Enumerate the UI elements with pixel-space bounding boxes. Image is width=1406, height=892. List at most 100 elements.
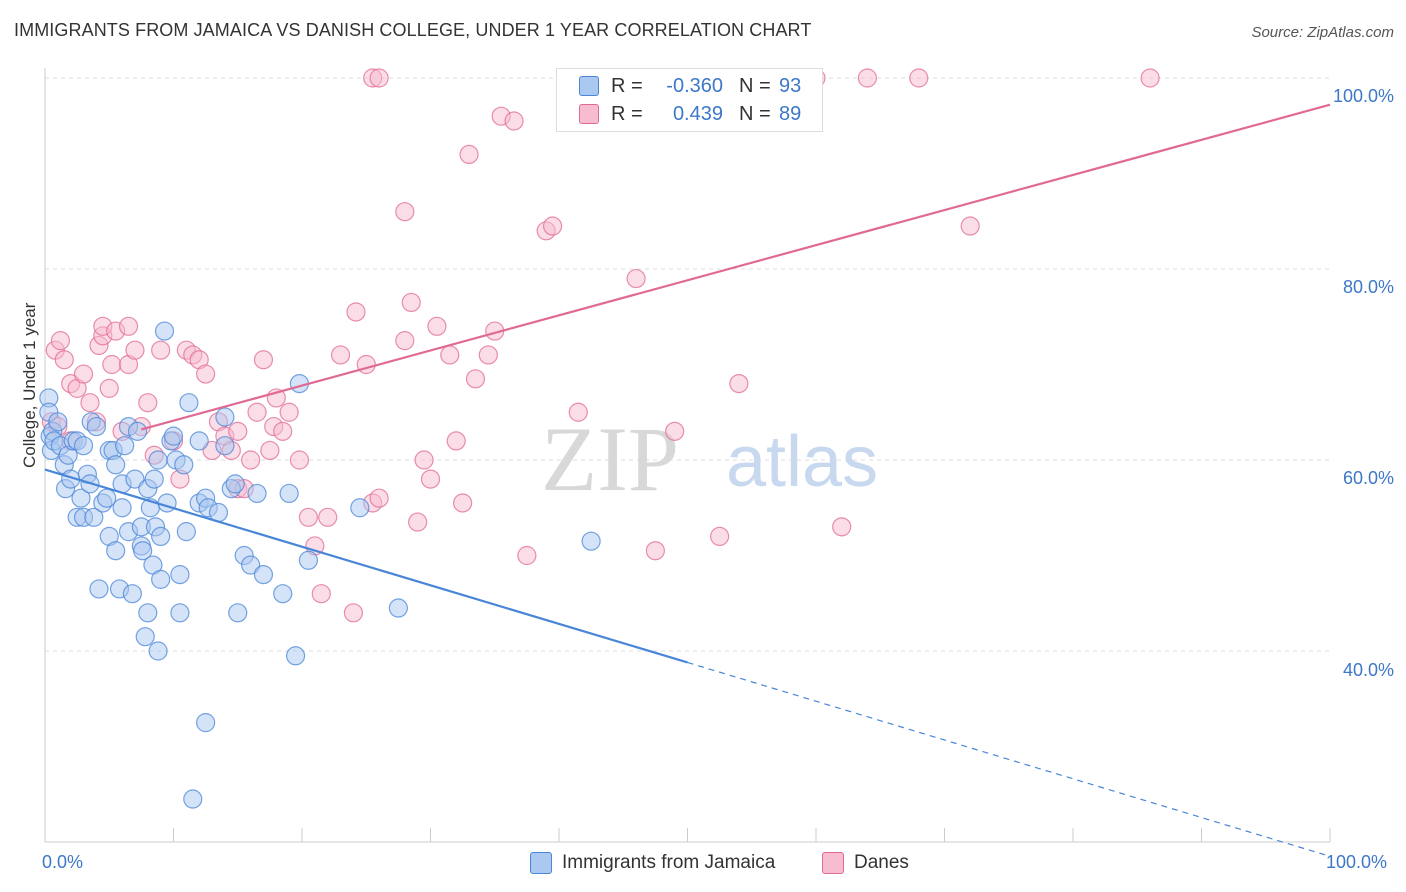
danes-point (1140, 68, 1160, 88)
danes-point (118, 316, 139, 336)
jamaica-point (154, 321, 175, 341)
danes-point (228, 421, 248, 441)
danes-point (459, 144, 479, 164)
danes-point (568, 402, 588, 422)
danes-point (665, 421, 685, 441)
danes-point (453, 493, 473, 513)
jamaica-point (581, 531, 601, 551)
danes-point (138, 393, 158, 413)
x-tick-100: 100.0% (1326, 852, 1388, 872)
legend-swatch-blue (579, 76, 599, 96)
legend-n-label: N = (739, 102, 771, 125)
danes-point (427, 316, 447, 336)
jamaica-point (135, 627, 155, 647)
jamaica-point (279, 483, 299, 504)
danes-point (279, 402, 299, 422)
danes-point (414, 450, 434, 470)
source-label: Source: ZipAtlas.com (1251, 24, 1394, 41)
danes-point (50, 331, 71, 351)
danes-point (151, 340, 171, 360)
legend-n-value: 93 (779, 74, 802, 97)
jamaica-point (157, 493, 177, 513)
legend-swatch-blue (530, 852, 552, 874)
danes-point (330, 345, 351, 365)
jamaica-point (71, 488, 91, 508)
danes-point (395, 331, 415, 351)
danes-point (645, 541, 665, 561)
legend-n-value: 89 (779, 102, 802, 125)
danes-point (626, 268, 646, 289)
jamaica-point (183, 789, 203, 809)
danes-point (542, 216, 563, 236)
jamaica-point (176, 522, 196, 542)
danes-point (408, 512, 428, 532)
danes-point (102, 354, 122, 375)
danes-point (517, 545, 537, 566)
watermark-zip: ZIP (541, 408, 679, 510)
jamaica-trend-line (44, 468, 688, 664)
danes-point (420, 469, 441, 489)
jamaica-point (225, 474, 245, 494)
jamaica-point (148, 641, 168, 661)
jamaica-point (151, 526, 171, 547)
jamaica-point (228, 603, 248, 623)
watermark-atlas: atlas (726, 422, 878, 502)
gridlines (45, 77, 1330, 652)
danes-trend-line (141, 103, 1331, 431)
danes-point (311, 584, 331, 604)
jamaica-point (163, 426, 184, 446)
danes-point (369, 68, 389, 88)
legend-r-label: R = (611, 102, 643, 125)
y-axis-label: College, Under 1 year (20, 302, 39, 468)
jamaica-point (215, 407, 235, 427)
danes-point (504, 111, 524, 131)
jamaica-trend-extension (687, 661, 1331, 857)
legend-n-label: N = (739, 74, 771, 97)
danes-point (729, 374, 749, 394)
y-tick-80: 80.0% (1342, 277, 1394, 297)
jamaica-point (138, 603, 158, 623)
danes-point (247, 402, 267, 422)
danes-point (253, 350, 274, 370)
jamaica-point (247, 483, 267, 504)
jamaica-point (122, 584, 142, 604)
jamaica-point (48, 412, 68, 432)
danes-point (909, 68, 929, 88)
danes-point (298, 507, 319, 527)
danes-points (41, 68, 1160, 623)
danes-point (857, 68, 878, 88)
danes-point (343, 603, 363, 623)
jamaica-point (241, 555, 261, 575)
danes-point (289, 450, 310, 470)
jamaica-point (298, 550, 319, 570)
legend-r-value: -0.360 (666, 74, 723, 97)
jamaica-point (215, 436, 235, 456)
y-tick-100: 100.0% (1332, 86, 1394, 106)
danes-point (465, 369, 486, 389)
legend-item-danes: Danes (822, 852, 909, 874)
y-tick-60: 60.0% (1342, 468, 1394, 488)
danes-point (832, 517, 852, 537)
danes-point (395, 202, 415, 222)
legend-label-danes: Danes (854, 852, 909, 873)
series-legend: Immigrants from Jamaica Danes (0, 852, 1406, 876)
legend-swatch-pink (822, 852, 844, 874)
jamaica-point (170, 564, 190, 585)
danes-point (440, 345, 460, 365)
chart-title: IMMIGRANTS FROM JAMAICA VS DANISH COLLEG… (14, 20, 812, 40)
jamaica-point (350, 498, 370, 518)
legend-r-label: R = (611, 74, 643, 97)
jamaica-point (196, 713, 216, 733)
jamaica-point (115, 436, 135, 456)
jamaica-point (179, 393, 199, 413)
jamaica-point (174, 455, 194, 475)
jamaica-point (170, 603, 190, 623)
danes-point (446, 431, 466, 451)
danes-point (80, 393, 100, 413)
trend-lines (44, 103, 1331, 857)
danes-point (54, 350, 74, 370)
danes-point (346, 302, 366, 322)
jamaica-point (273, 584, 293, 604)
danes-point (960, 216, 980, 236)
